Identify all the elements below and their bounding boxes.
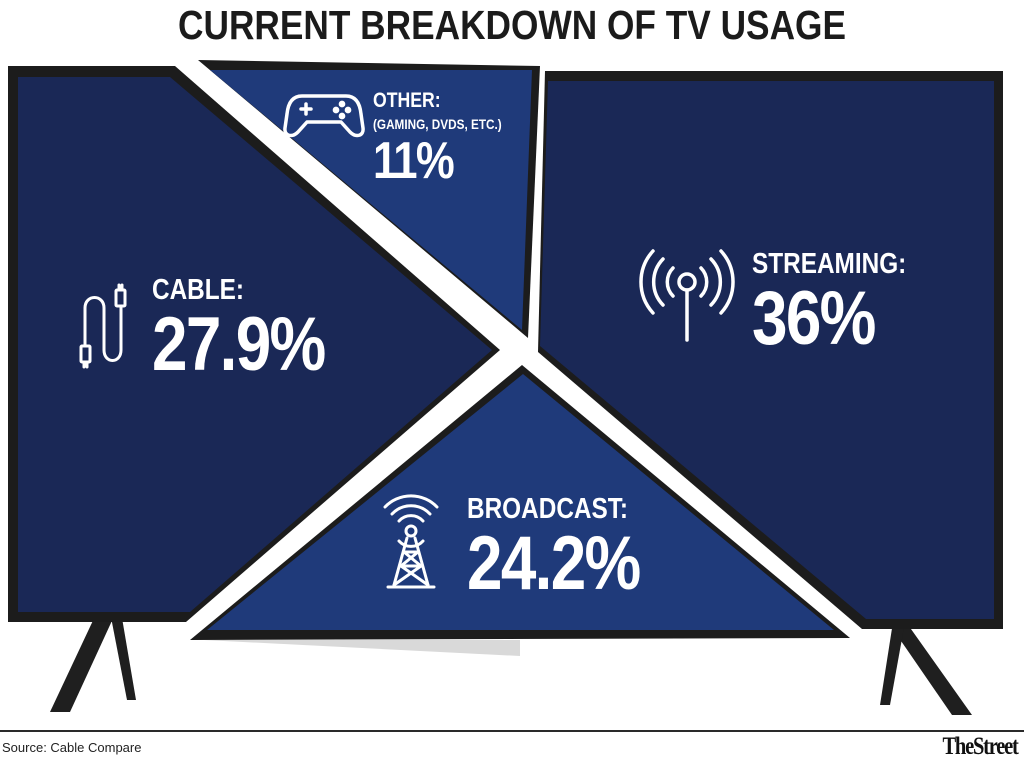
broadcast-tower-icon [383,494,439,589]
source-note: Source: Cable Compare [2,740,142,755]
tv-stand-left [50,612,136,712]
footer-divider [0,730,1024,732]
tv-shadow [204,640,520,656]
slice-streaming [540,81,994,619]
slice-broadcast [207,374,834,630]
slice-value-cable: 27.9% [152,302,326,387]
slice-cable [18,77,492,612]
label-group-cable: CABLE: 27.9% [152,274,326,387]
tv-stand-right [880,622,972,715]
label-group-other: OTHER: (GAMING, DVDS, ETC.) 11% [373,90,502,187]
slice-label-other: OTHER: [373,89,441,112]
wireless-antenna-icon [639,249,735,342]
slice-value-streaming: 36% [752,276,876,361]
brand-logo: TheStreet [942,733,1019,760]
chart-title: CURRENT BREAKDOWN OF TV USAGE [178,2,846,48]
slice-value-broadcast: 24.2% [467,521,641,606]
cable-icon [79,283,127,369]
slice-label-streaming: STREAMING: [752,248,907,280]
slice-value-other: 11% [373,132,455,190]
label-group-streaming: STREAMING: 36% [752,250,906,357]
slice-label-cable: CABLE: [152,274,245,306]
gamepad-icon [283,94,365,138]
slice-sublabel-other: (GAMING, DVDS, ETC.) [373,116,502,132]
label-group-broadcast: BROADCAST: 24.2% [467,493,641,606]
slice-label-broadcast: BROADCAST: [467,493,629,525]
